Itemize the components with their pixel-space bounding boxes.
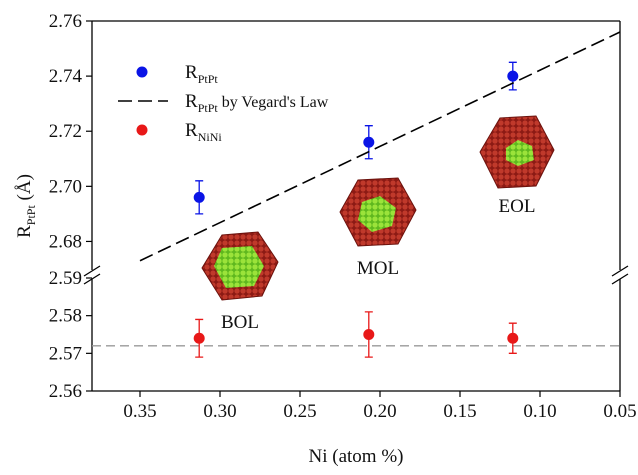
x-tick-label: 0.30 [203,401,236,422]
data-point [507,333,518,344]
nanoparticle-bol [202,232,278,300]
legend-name: R [185,91,198,112]
legend-label: RNiNi [185,120,222,144]
y-label-sub: PtPt [24,205,38,226]
annotation: BOL [221,312,259,333]
legend-suffix: by Vegard's Law [218,94,329,111]
chart: Ni (atom %) RPtPt (Å) 2.562.572.582.592.… [0,0,638,475]
data-point [363,137,374,148]
legend-label: RPtPt [185,62,218,86]
y-tick-label: 2.68 [49,231,82,252]
data-point [194,192,205,203]
y-label-unit: (Å) [14,174,35,205]
legend-label: RPtPt by Vegard's Law [185,91,329,115]
y-tick-label: 2.58 [49,306,82,327]
nanoparticle-eol [480,116,554,188]
x-tick-label: 0.05 [603,401,636,422]
y-tick-label: 2.59 [49,268,82,289]
data-point [363,329,374,340]
legend-swatch [137,125,148,136]
y-tick-label: 2.56 [49,381,82,402]
legend-subscript: PtPt [198,101,219,115]
nanoparticle-mol [340,178,416,246]
legend-name: R [185,120,198,141]
annotation: EOL [499,196,536,217]
x-tick-label: 0.10 [523,401,556,422]
annotation: MOL [357,258,399,279]
y-tick-label: 2.70 [49,176,82,197]
y-tick-label: 2.72 [49,121,82,142]
x-tick-label: 0.35 [123,401,156,422]
legend-swatch [137,67,148,78]
y-axis-label: RPtPt (Å) [14,174,38,238]
legend-subscript: PtPt [198,72,219,86]
y-tick-label: 2.76 [49,11,82,32]
y-tick-label: 2.57 [49,343,82,364]
x-axis-label: Ni (atom %) [309,446,404,467]
data-point [507,71,518,82]
legend-subscript: NiNi [198,130,223,144]
legend-name: R [185,62,198,83]
data-point [194,333,205,344]
x-tick-label: 0.15 [443,401,476,422]
y-label-main: R [14,225,35,238]
x-tick-label: 0.20 [363,401,396,422]
x-tick-label: 0.25 [283,401,316,422]
y-tick-label: 2.74 [49,66,83,87]
